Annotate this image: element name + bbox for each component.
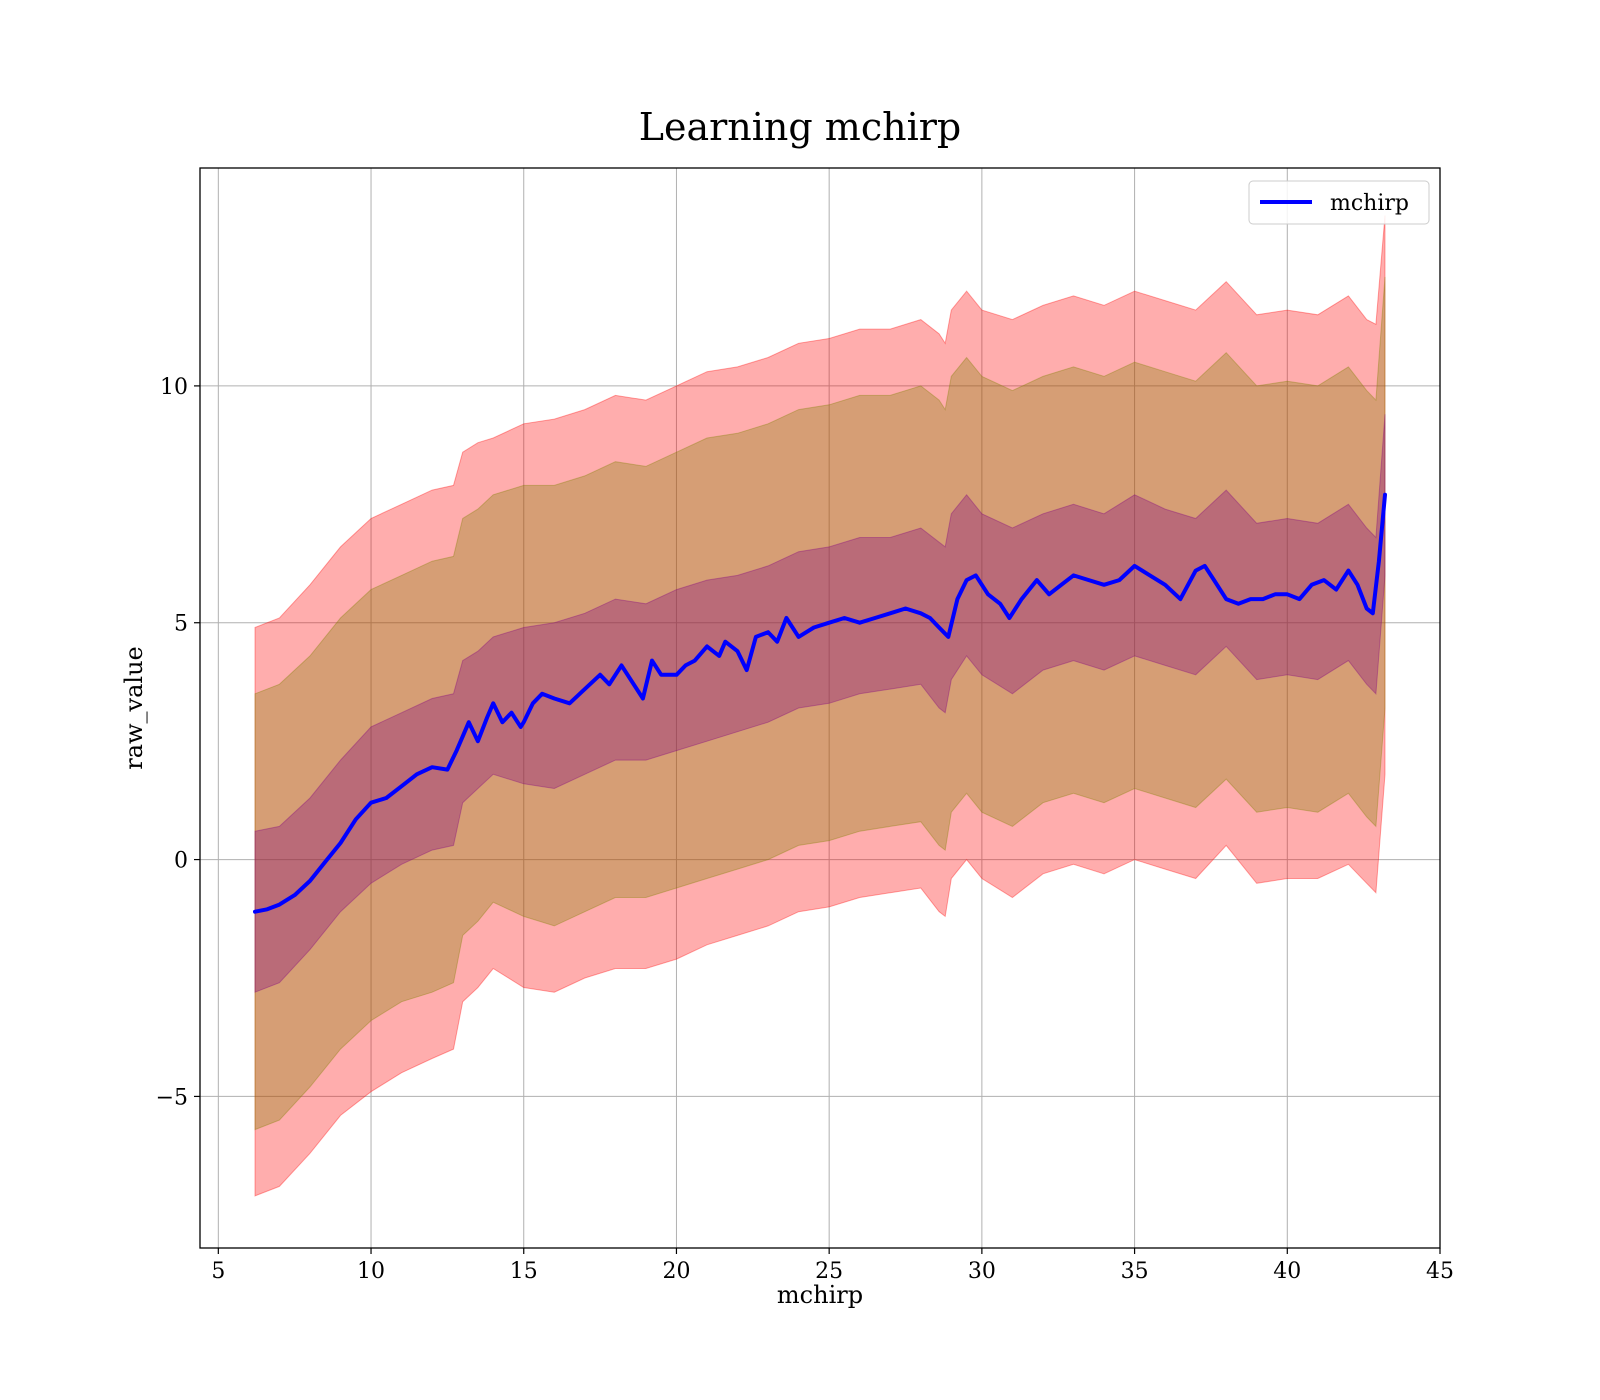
y-tick-label: 0 [174, 849, 188, 874]
legend-label-mchirp: mchirp [1330, 191, 1409, 216]
x-tick-label: 5 [211, 1259, 225, 1284]
series-lines [253, 492, 1387, 914]
x-tick-label: 40 [1273, 1259, 1301, 1284]
grid [200, 168, 1441, 1248]
x-tick-label: 25 [815, 1259, 843, 1284]
y-axis-ticks: −5 0 5 10 [156, 375, 200, 1110]
y-tick-label: −5 [156, 1085, 188, 1110]
legend-box [1248, 180, 1430, 225]
chart-title: Learning mchirp [639, 105, 961, 149]
y-tick-label: 10 [160, 375, 188, 400]
x-tick-label: 30 [968, 1259, 996, 1284]
x-tick-label: 20 [662, 1259, 690, 1284]
band-middle [254, 276, 1386, 1131]
x-tick-label: 35 [1121, 1259, 1149, 1284]
confidence-bands [254, 215, 1386, 1197]
plot-frame [199, 167, 1441, 1249]
x-axis-ticks: 5 10 15 20 25 30 35 40 45 [211, 1248, 1454, 1284]
x-tick-label: 10 [357, 1259, 385, 1284]
series-line-mchirp [253, 492, 1387, 914]
y-tick-label: 5 [174, 612, 188, 637]
x-tick-label: 15 [510, 1259, 538, 1284]
band-inner [254, 414, 1386, 993]
legend: mchirp [1248, 180, 1430, 225]
y-axis-label: raw_value [120, 646, 148, 770]
x-axis-label: mchirp [777, 1281, 863, 1309]
x-tick-label: 45 [1426, 1259, 1454, 1284]
band-outer [254, 215, 1386, 1197]
